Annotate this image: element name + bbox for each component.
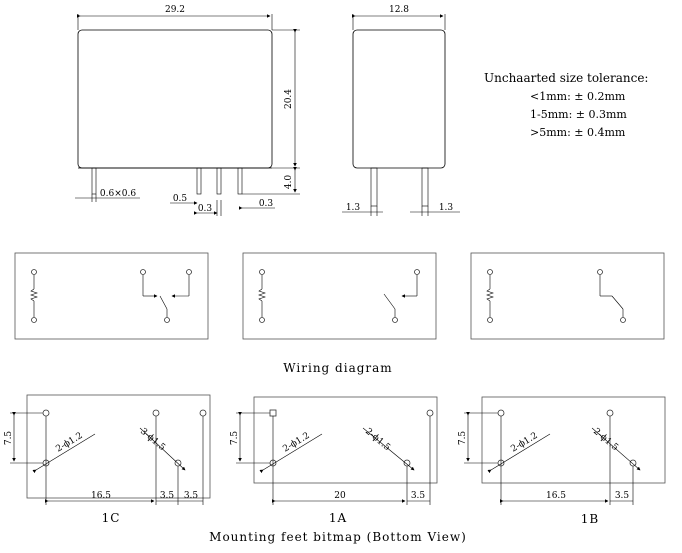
tolerance-line-1: <1mm: ± 0.2mm <box>530 90 626 103</box>
wiring-1b <box>470 252 665 340</box>
tolerance-line-3: >5mm: ± 0.4mm <box>530 126 626 139</box>
mounting-1a: 7.5 2-ϕ1.2 2-ϕ1.5 20 3.5 1A <box>230 396 438 525</box>
tolerance-note: Unchaarted size tolerance: <1mm: ± 0.2mm… <box>484 71 648 139</box>
pin-spacing-b: 0.3 <box>198 204 213 214</box>
front-view: 29.2 20.4 4.0 0.6×0.6 0.5 0.3 0.3 <box>75 5 300 216</box>
m1b-height: 7.5 <box>458 431 468 446</box>
relay-body-front <box>77 29 273 169</box>
mounting-caption: Mounting feet bitmap (Bottom View) <box>209 530 467 544</box>
coil-icon <box>30 288 38 302</box>
front-pins <box>91 167 243 195</box>
m1a-hole-a: 2-ϕ1.2 <box>281 431 311 455</box>
side-width-label: 12.8 <box>389 5 409 15</box>
side-view: 12.8 1.3 1.3 <box>342 5 460 216</box>
m1c-dim-b: 3.5 <box>160 491 175 501</box>
m1a-height: 7.5 <box>230 431 240 446</box>
pin-section-label: 0.6×0.6 <box>100 189 136 199</box>
m1a-name: 1A <box>329 511 347 525</box>
m1c-dim-a: 16.5 <box>91 491 111 501</box>
pin-spacing-c: 0.3 <box>259 199 274 209</box>
side-right-offset: 1.3 <box>439 203 454 213</box>
m1b-name: 1B <box>581 512 599 526</box>
pin-length-label: 4.0 <box>284 175 294 190</box>
relay-body-side <box>352 29 446 169</box>
wiring-caption: Wiring diagram <box>283 361 392 375</box>
m1a-hole-b: 2-ϕ1.5 <box>363 427 392 454</box>
m1c-hole-b: 3-ϕ1.5 <box>138 427 167 454</box>
front-width-label: 29.2 <box>165 5 185 15</box>
m1c-name: 1C <box>102 511 121 525</box>
mounting-1c: 7.5 2-ϕ1.2 3-ϕ1.5 16.5 3.5 3.5 1C <box>4 394 211 525</box>
m1a-dim-a: 20 <box>334 491 346 501</box>
pin-spacing-a: 0.5 <box>173 194 188 204</box>
tolerance-line-2: 1-5mm: ± 0.3mm <box>530 108 627 121</box>
m1c-hole-a: 2-ϕ1.2 <box>54 431 84 455</box>
m1b-dim-a: 16.5 <box>546 491 566 501</box>
wiring-1a <box>242 252 437 340</box>
m1c-height: 7.5 <box>4 431 14 446</box>
front-height-label: 20.4 <box>284 89 294 109</box>
side-left-offset: 1.3 <box>346 203 361 213</box>
m1b-dim-b: 3.5 <box>615 491 630 501</box>
m1b-hole-b: 2-ϕ1.5 <box>591 427 620 454</box>
m1b-hole-a: 2-ϕ1.2 <box>509 431 539 455</box>
m1c-dim-c: 3.5 <box>184 491 199 501</box>
mounting-1b: 7.5 2-ϕ1.2 2-ϕ1.5 16.5 3.5 1B <box>458 396 666 526</box>
m1a-dim-b: 3.5 <box>411 491 426 501</box>
tolerance-title: Unchaarted size tolerance: <box>484 71 648 85</box>
wiring-1c <box>14 252 209 340</box>
